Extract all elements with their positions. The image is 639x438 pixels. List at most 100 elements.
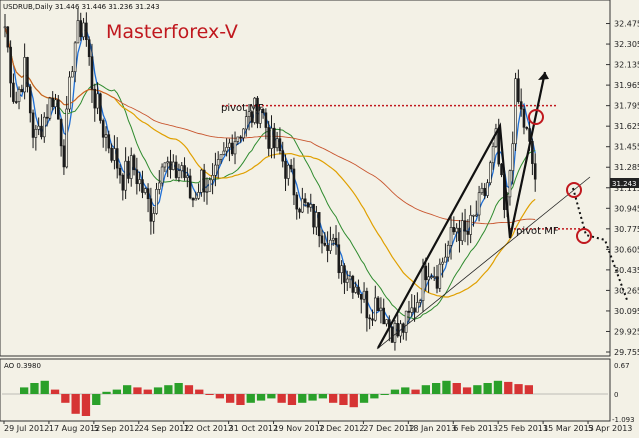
main-pane	[0, 0, 611, 357]
y-tick-label: 30.265	[614, 286, 639, 295]
candle-body	[463, 220, 467, 232]
candle-body	[292, 168, 296, 196]
ao-bar	[308, 394, 317, 401]
candle-body	[9, 46, 12, 84]
candle-body	[500, 163, 503, 176]
ao-bar	[298, 394, 307, 403]
candle-body	[376, 297, 380, 312]
y-tick-label: 30.605	[614, 245, 639, 254]
ma-long-line	[4, 26, 536, 225]
ao-bar	[287, 394, 297, 405]
ao-bar	[102, 391, 111, 394]
ao-bar	[462, 387, 472, 394]
candle-body	[118, 167, 122, 176]
candle-body	[284, 160, 287, 179]
candle-body	[416, 302, 419, 313]
candle-body	[340, 265, 343, 274]
x-tick-label: 5 Apr 2013	[588, 424, 632, 433]
candle-body	[79, 20, 83, 38]
candle-body	[99, 93, 102, 121]
candle-body	[317, 212, 321, 237]
candle-body	[160, 166, 164, 184]
candle-body	[244, 116, 248, 130]
candle-body	[348, 275, 352, 280]
candle-body	[124, 160, 127, 191]
candle-body	[390, 326, 394, 343]
y-tick-label: 32.475	[614, 20, 639, 29]
candle-body	[365, 290, 369, 319]
ao-bar	[473, 385, 482, 394]
candle-body	[247, 111, 251, 117]
candle-body	[101, 120, 105, 138]
candle-body	[250, 111, 254, 123]
x-tick-label: 6 Feb 2013	[453, 424, 498, 433]
candle-body	[432, 276, 436, 278]
candle-body	[379, 307, 383, 312]
candle-body	[368, 317, 371, 320]
candle-body	[188, 175, 192, 199]
candle-body	[410, 307, 414, 313]
y-tick-label: 30.435	[614, 266, 639, 275]
ao-bar	[164, 385, 173, 394]
candle-body	[28, 86, 32, 114]
candle-body	[444, 256, 447, 263]
ao-bar	[236, 394, 245, 405]
candle-body	[68, 76, 71, 110]
candle-body	[115, 148, 119, 169]
candle-body	[211, 175, 214, 181]
candle-body	[180, 165, 184, 172]
candle-body	[404, 310, 408, 333]
ma-mid-line	[4, 26, 536, 320]
x-tick-label: 18 Jan 2013	[408, 424, 456, 433]
indicator-label: AO 0.3980	[4, 362, 41, 370]
ao-bar	[215, 394, 224, 399]
candle-body	[172, 161, 175, 170]
candle-body	[514, 78, 517, 145]
trend-support-line	[376, 176, 591, 350]
candle-body	[329, 239, 332, 251]
candle-body	[42, 116, 46, 138]
candle-body	[155, 189, 158, 214]
x-tick-label: 12 Oct 2012	[184, 424, 233, 433]
candle-body	[303, 198, 307, 203]
candle-body	[152, 213, 155, 222]
x-tick-label: 17 Aug 2012	[49, 424, 100, 433]
candle-body	[458, 227, 461, 242]
y-tick-label: 31.625	[614, 122, 639, 131]
candle-body	[222, 150, 226, 155]
candle-body	[200, 169, 203, 193]
candle-body	[424, 265, 428, 281]
ao-bar	[267, 394, 276, 399]
ao-bar	[504, 381, 513, 394]
x-tick-label: 24 Sep 2012	[139, 424, 190, 433]
candle-body	[261, 108, 265, 114]
candle-body	[413, 307, 416, 313]
ao-bar	[401, 387, 410, 394]
candle-body	[62, 145, 66, 168]
candle-body	[138, 179, 141, 185]
ma-fast-line	[4, 26, 536, 333]
candle-body	[113, 148, 116, 161]
candle-body	[430, 276, 433, 278]
ao-bar	[277, 394, 286, 403]
candle-body	[371, 318, 374, 321]
x-tick-label: 27 Dec 2012	[363, 424, 414, 433]
wave-arrow-path	[377, 71, 547, 349]
candle-body	[418, 300, 422, 303]
candle-body	[26, 57, 29, 88]
candle-body	[76, 20, 80, 44]
ao-bar	[40, 380, 49, 394]
candle-body	[51, 97, 54, 108]
candle-body	[146, 188, 150, 200]
candle-body	[278, 138, 282, 152]
ao-bar	[123, 385, 132, 394]
y-tick-label: 30.775	[614, 225, 639, 234]
y-tick-label: 31.285	[614, 163, 639, 172]
ao-bar	[514, 384, 523, 394]
candle-body	[132, 155, 136, 171]
x-tick-label: 29 Jul 2012	[4, 424, 49, 433]
arrow-head	[538, 72, 549, 80]
pivot-bottom-label: pivot MF	[516, 226, 559, 237]
candle-body	[455, 227, 458, 233]
